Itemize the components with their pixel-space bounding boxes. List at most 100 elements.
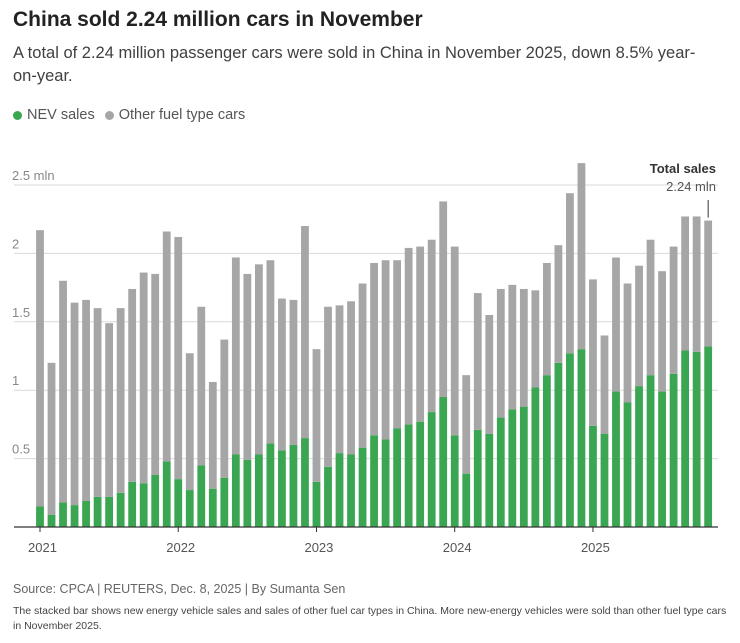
bar-other-2024-11 [566, 193, 574, 354]
bar-other-2023-04 [347, 301, 355, 455]
bar-other-2022-12 [301, 226, 309, 439]
bar-nev-2021-11 [151, 475, 160, 527]
bar-nev-2022-05 [220, 477, 229, 527]
bar-other-2021-02 [47, 362, 56, 515]
bar-nev-2023-12 [439, 397, 448, 527]
y-tick-label-2: 1.5 [12, 305, 30, 320]
annotation-title: Total sales [650, 161, 716, 176]
bar-nev-2023-07 [381, 439, 390, 527]
bar-nev-2022-01 [174, 479, 183, 527]
bar-other-2024-10 [554, 245, 563, 363]
bar-other-2022-05 [220, 339, 229, 478]
bar-nev-2021-03 [59, 502, 67, 527]
bar-nev-2024-02 [462, 473, 471, 527]
bar-other-2024-09 [542, 262, 551, 376]
x-tick-label-2: 2023 [304, 540, 333, 555]
bar-other-2024-05 [496, 288, 505, 418]
bar-other-2021-10 [139, 272, 148, 484]
bar-other-2024-08 [531, 290, 540, 388]
bar-nev-2022-03 [197, 465, 206, 527]
bar-other-2024-02 [462, 375, 471, 474]
bar-nev-2022-07 [243, 459, 252, 527]
bar-other-2025-04 [623, 283, 632, 403]
bar-nev-2024-08 [531, 387, 540, 527]
bar-other-2022-08 [254, 264, 263, 455]
bar-other-2024-03 [473, 293, 482, 430]
source-line: Source: CPCA | REUTERS, Dec. 8, 2025 | B… [13, 582, 346, 596]
x-tick-label-1: 2022 [166, 540, 195, 555]
bar-other-2021-07 [105, 323, 114, 497]
bar-nev-2024-12 [577, 349, 586, 527]
bar-other-2023-05 [358, 283, 367, 448]
bar-other-2023-09 [404, 247, 413, 425]
bar-other-2025-02 [600, 335, 609, 434]
bar-other-2025-01 [589, 279, 597, 426]
bar-other-2025-06 [646, 239, 655, 376]
bar-other-2023-11 [427, 239, 436, 413]
bar-nev-2023-05 [358, 447, 367, 527]
bar-nev-2021-05 [82, 501, 90, 527]
chart-subtitle: A total of 2.24 million passenger cars w… [13, 44, 696, 85]
bar-nev-2025-07 [658, 391, 666, 527]
bar-other-2021-01 [36, 230, 44, 507]
legend-item-other: Other fuel type cars [104, 107, 245, 123]
bar-other-2022-09 [266, 260, 275, 444]
bar-nev-2021-08 [116, 492, 125, 527]
bar-other-2022-02 [185, 353, 194, 491]
bar-nev-2021-09 [128, 481, 137, 527]
bar-nev-2024-06 [508, 409, 517, 527]
bar-nev-2021-04 [70, 505, 79, 527]
bar-nev-2023-10 [416, 421, 425, 527]
bar-other-2023-02 [324, 306, 332, 467]
bar-nev-2025-10 [692, 351, 701, 527]
bar-other-2022-03 [197, 306, 206, 466]
bar-other-2021-05 [82, 299, 90, 502]
bar-nev-2021-07 [105, 496, 114, 527]
bar-nev-2022-02 [185, 490, 194, 527]
bar-other-2024-04 [485, 314, 494, 434]
bar-other-2022-04 [208, 381, 217, 489]
bar-nev-2025-11 [704, 346, 713, 527]
bar-nev-2025-01 [589, 425, 597, 527]
annotation-value: 2.24 mln [666, 179, 716, 194]
bar-nev-2023-08 [393, 428, 402, 527]
bar-nev-2023-02 [324, 466, 332, 527]
bar-other-2021-12 [162, 231, 171, 462]
bar-nev-2021-10 [139, 483, 148, 527]
bar-nev-2021-02 [47, 514, 56, 527]
bar-other-2022-06 [231, 257, 240, 455]
legend-label-nev: NEV sales [27, 107, 95, 123]
bar-nev-2023-01 [312, 481, 321, 527]
bar-other-2025-09 [681, 216, 690, 351]
bar-nev-2024-04 [485, 433, 494, 527]
bar-nev-2021-12 [162, 461, 171, 527]
legend-item-nev: NEV sales [13, 107, 95, 123]
bar-nev-2024-09 [542, 375, 551, 527]
bar-other-2021-09 [128, 288, 137, 482]
legend-swatch-nev [13, 110, 22, 120]
bar-other-2022-10 [278, 298, 286, 451]
bar-other-2021-11 [151, 273, 160, 476]
bar-nev-2022-12 [301, 438, 309, 527]
bar-nev-2025-08 [669, 373, 678, 527]
bar-other-2023-03 [335, 305, 344, 454]
bar-nev-2024-03 [473, 429, 482, 527]
bar-nev-2022-10 [278, 450, 286, 527]
chart-note: The stacked bar shows new energy vehicle… [13, 605, 727, 632]
bar-other-2022-07 [243, 273, 252, 460]
chart-title: China sold 2.24 million cars in November [13, 8, 423, 31]
bar-other-2023-12 [439, 201, 448, 398]
bar-nev-2025-03 [612, 391, 620, 527]
bar-other-2023-01 [312, 349, 321, 482]
bar-nev-2025-05 [635, 386, 643, 527]
bar-other-2023-07 [381, 260, 390, 440]
bar-other-2023-06 [370, 262, 378, 436]
bar-nev-2024-01 [450, 435, 459, 527]
y-tick-label-1: 1 [12, 373, 19, 388]
bar-nev-2023-11 [427, 412, 436, 527]
bar-nev-2023-06 [370, 435, 378, 527]
legend-swatch-other [104, 110, 114, 120]
bar-other-2024-06 [508, 284, 517, 410]
bar-nev-2024-11 [566, 353, 574, 527]
bar-nev-2021-01 [36, 506, 44, 527]
